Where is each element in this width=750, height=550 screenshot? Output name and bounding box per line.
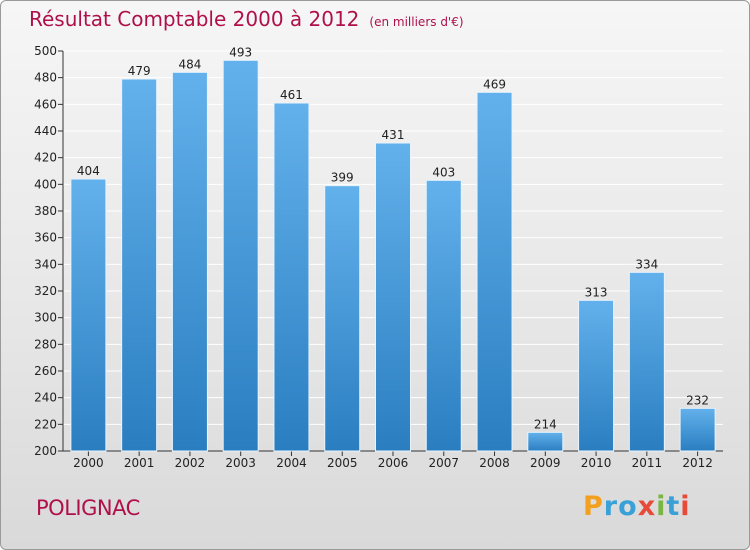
bar — [273, 102, 310, 452]
chart-title-text: Résultat Comptable 2000 à 2012 — [29, 7, 360, 31]
logo-letter: t — [666, 491, 681, 522]
y-tick-label: 340 — [34, 257, 57, 271]
y-tick-label: 360 — [34, 231, 57, 245]
x-tick-label: 2008 — [479, 456, 510, 470]
bar — [222, 59, 259, 452]
logo-letter: i — [656, 491, 667, 522]
logo-letter: i — [680, 491, 691, 522]
x-tick-label: 2010 — [581, 456, 612, 470]
bar-value-label: 469 — [483, 77, 506, 91]
logo-letter: o — [618, 491, 638, 522]
x-tick-label: 2012 — [682, 456, 713, 470]
bar — [121, 78, 158, 452]
bar-value-label: 313 — [585, 285, 608, 299]
x-tick-label: 2001 — [124, 456, 155, 470]
bar — [527, 431, 564, 452]
bar-value-label: 404 — [77, 164, 100, 178]
bar — [476, 91, 513, 452]
y-tick-label: 300 — [34, 311, 57, 325]
y-tick-label: 380 — [34, 204, 57, 218]
x-tick-label: 2011 — [632, 456, 663, 470]
proxiti-logo: Proxiti — [583, 491, 691, 522]
bar — [679, 407, 716, 452]
y-tick-label: 280 — [34, 337, 57, 351]
y-tick-label: 200 — [34, 444, 57, 458]
y-tick-label: 460 — [34, 97, 57, 111]
y-tick-label: 500 — [34, 44, 57, 58]
x-tick-label: 2003 — [225, 456, 256, 470]
bar-value-label: 479 — [128, 64, 151, 78]
y-tick-label: 260 — [34, 364, 57, 378]
commune-name: POLIGNAC — [36, 496, 140, 520]
bar-value-label: 403 — [432, 165, 455, 179]
bar-value-label: 484 — [178, 57, 201, 71]
x-tick-label: 2002 — [175, 456, 206, 470]
x-tick-label: 2005 — [327, 456, 358, 470]
bar-value-label: 493 — [229, 45, 252, 59]
bar-value-label: 214 — [534, 417, 557, 431]
chart-subtitle: (en milliers d'€) — [369, 15, 464, 29]
y-tick-label: 400 — [34, 177, 57, 191]
bar — [578, 299, 615, 452]
bar — [324, 185, 361, 452]
y-tick-label: 220 — [34, 417, 57, 431]
y-tick-label: 420 — [34, 151, 57, 165]
logo-letter: P — [583, 491, 604, 522]
bar-value-label: 399 — [331, 171, 354, 185]
bars: 404 479 484 493 461 399 431 403 469 214 313 334 232 — [70, 45, 716, 452]
x-tick-label: 2007 — [428, 456, 459, 470]
bar-value-label: 232 — [686, 393, 709, 407]
y-tick-label: 480 — [34, 71, 57, 85]
y-tick-label: 320 — [34, 284, 57, 298]
bar-value-label: 431 — [382, 128, 405, 142]
bar-value-label: 334 — [635, 257, 658, 271]
bar — [375, 142, 411, 452]
x-tick-label: 2004 — [276, 456, 307, 470]
y-tick-label: 440 — [34, 124, 57, 138]
x-tick-label: 2006 — [378, 456, 409, 470]
bar — [425, 179, 462, 452]
x-tick-label: 2009 — [530, 456, 561, 470]
logo-letter: x — [637, 491, 657, 522]
bar — [171, 71, 208, 452]
logo-letter: r — [603, 491, 619, 522]
bar — [70, 178, 107, 452]
x-tick-label: 2000 — [73, 456, 104, 470]
y-tick-label: 240 — [34, 391, 57, 405]
bar-value-label: 461 — [280, 88, 303, 102]
bar — [628, 271, 665, 452]
chart-title: Résultat Comptable 2000 à 2012 (en millie… — [29, 7, 464, 31]
